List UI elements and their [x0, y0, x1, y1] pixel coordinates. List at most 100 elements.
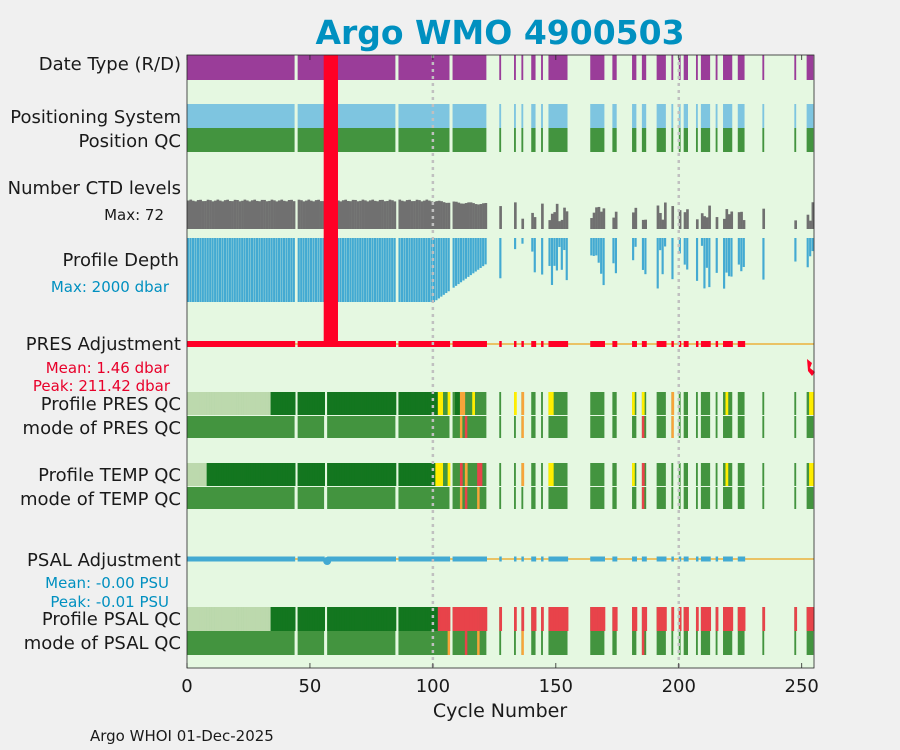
mode-psal-qc-bar [794, 631, 797, 655]
profile-depth-bar [250, 238, 254, 302]
pres-adjustment-end-spike [807, 359, 815, 376]
label-profile-psal-qc: Profile PSAL QC [42, 609, 181, 630]
profile-depth-bar [211, 238, 214, 302]
profile-psal-qc-segment [290, 607, 294, 631]
profile-psal-qc-segment [327, 607, 330, 631]
mode-temp-qc-bar [700, 487, 711, 509]
profile-depth-bar [408, 238, 411, 302]
profile-psal-qc-segment [341, 607, 345, 631]
profile-depth-bar [209, 238, 212, 302]
date-type-bar [590, 55, 605, 80]
profile-depth-bar [686, 238, 689, 270]
ctd-levels-bar [499, 206, 502, 229]
profile-psal-qc-segment [521, 607, 525, 631]
pres-adjustment-run [541, 341, 544, 347]
position-qc-bar [737, 128, 745, 152]
mode-temp-qc-bar [715, 487, 718, 509]
profile-pres-qc-segment [378, 392, 382, 415]
ctd-levels-bar [415, 199, 419, 229]
profile-depth-bar [218, 238, 222, 302]
profile-temp-qc-segment [400, 463, 404, 486]
profile-psal-qc-segment [346, 607, 350, 631]
date-type-bar [695, 55, 698, 80]
profile-pres-qc-segment [314, 392, 318, 415]
profile-pres-qc-segment [349, 392, 353, 415]
profile-pres-qc-segment [811, 392, 815, 415]
profile-depth-bar [292, 238, 295, 302]
profile-depth-bar [368, 238, 372, 302]
profile-temp-qc-segment [246, 463, 249, 486]
mode-temp-qc-segment [477, 487, 480, 509]
ctd-levels-bar [211, 201, 215, 229]
ctd-levels-bar [368, 200, 372, 229]
profile-temp-qc-segment [216, 463, 220, 486]
psal-adjustment-run [715, 556, 719, 562]
profile-temp-qc-segment [231, 463, 235, 486]
profile-depth-bar [383, 238, 386, 302]
mode-pres-qc-bar [499, 416, 502, 438]
ctd-levels-bar [221, 201, 225, 229]
psal-adjustment-run [297, 556, 325, 562]
profile-pres-qc-segment [327, 392, 330, 415]
profile-psal-qc-segment [432, 607, 436, 631]
profile-psal-qc-segment [553, 607, 557, 631]
profile-temp-qc-segment [415, 463, 419, 486]
ctd-levels-bar [275, 201, 279, 229]
psal-adjustment-run [548, 556, 569, 562]
profile-psal-qc-segment [263, 607, 266, 631]
profile-psal-qc-segment [469, 607, 473, 631]
mode-pres-qc-bar [683, 416, 688, 438]
profile-pres-qc-segment [435, 392, 439, 415]
profile-pres-qc-segment [196, 392, 200, 415]
profile-depth-bar [811, 238, 814, 252]
profile-psal-qc-segment [243, 607, 247, 631]
profile-psal-qc-segment [715, 607, 719, 631]
profile-depth-bar [405, 238, 408, 302]
profile-pres-qc-segment [373, 392, 377, 415]
profile-psal-qc-segment [595, 607, 598, 631]
ctd-levels-bar [590, 218, 593, 229]
profile-depth-bar [590, 238, 593, 256]
profile-pres-qc-segment [432, 392, 436, 415]
profile-pres-qc-segment [302, 392, 306, 415]
profile-pres-qc-segment [641, 392, 645, 415]
profile-pres-qc-segment [425, 392, 429, 415]
profile-pres-qc-segment [319, 392, 323, 415]
profile-pres-qc-segment [346, 392, 350, 415]
profile-temp-qc-segment [268, 463, 271, 486]
x-tick-label: 0 [181, 676, 192, 697]
profile-temp-qc-segment [405, 463, 409, 486]
position-qc-bar [656, 128, 666, 152]
profile-psal-qc-segment [541, 607, 544, 631]
pres-adjustment-run [187, 341, 296, 347]
profile-temp-qc-segment [432, 463, 436, 486]
profile-pres-qc-segment [290, 392, 294, 415]
profile-psal-qc-segment [211, 607, 215, 631]
profile-depth-bar [521, 238, 524, 244]
profile-temp-qc-segment [250, 463, 254, 486]
ctd-levels-bar [228, 201, 232, 229]
label-profile-pres-qc: Profile PRES QC [41, 394, 181, 415]
ctd-levels-bar [393, 201, 397, 229]
profile-psal-qc-segment [231, 607, 235, 631]
position-qc-bar [398, 128, 450, 152]
profile-depth-bar [656, 238, 659, 289]
profile-depth-bar [484, 238, 487, 265]
ctd-levels-bar [196, 200, 200, 229]
ctd-levels-bar [287, 200, 291, 229]
profile-pres-qc-segment [189, 392, 193, 415]
profile-psal-qc-segment [723, 607, 726, 631]
profile-depth-bar [189, 238, 192, 302]
profile-depth-bar [725, 238, 728, 273]
ctd-levels-bar [659, 212, 662, 229]
mode-psal-qc-bar [715, 631, 718, 655]
ctd-levels-bar [263, 199, 266, 229]
profile-temp-qc-segment [194, 463, 198, 486]
profile-depth-bar [703, 238, 706, 289]
date-type-bar [715, 55, 718, 80]
profile-psal-qc-segment [206, 607, 210, 631]
position-qc-bar [548, 128, 568, 152]
date-type-bar [521, 55, 524, 80]
profile-pres-qc-segment [408, 392, 412, 415]
position-qc-bar [683, 128, 688, 152]
